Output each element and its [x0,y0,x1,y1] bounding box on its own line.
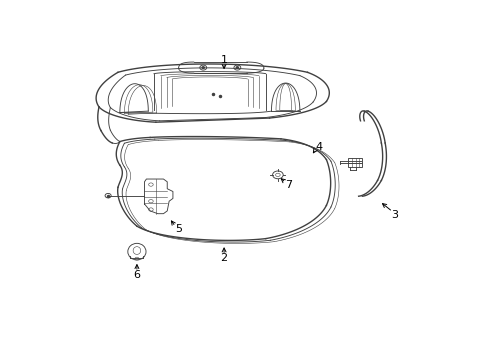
Bar [347,158,362,167]
Text: 1: 1 [220,55,227,65]
Ellipse shape [127,243,146,260]
Text: 4: 4 [315,142,322,152]
Circle shape [202,67,204,68]
Text: 6: 6 [133,270,140,280]
Text: 5: 5 [175,224,182,234]
Text: 3: 3 [390,210,397,220]
Circle shape [236,67,238,68]
Text: 2: 2 [220,253,227,263]
Text: 7: 7 [285,180,291,190]
